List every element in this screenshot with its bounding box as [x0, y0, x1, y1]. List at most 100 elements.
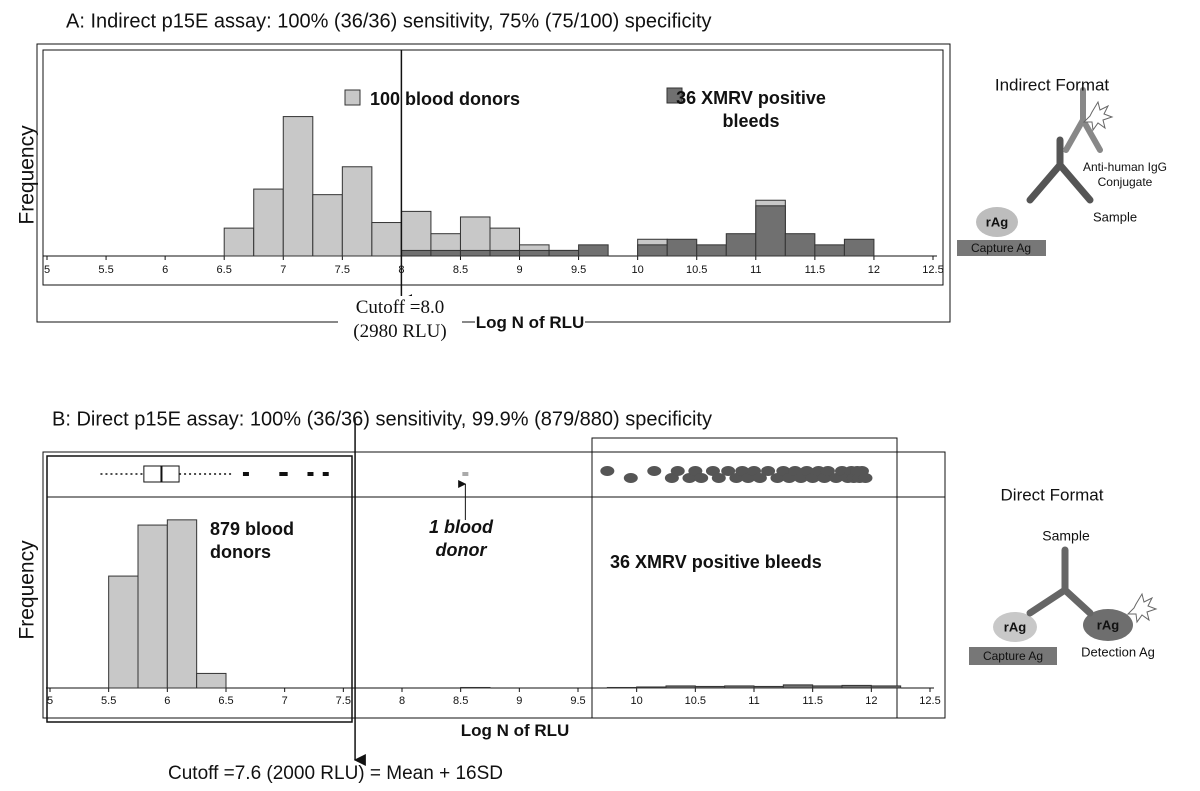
antibody: [1026, 136, 1094, 204]
rag: [993, 612, 1037, 642]
bar: [282, 116, 314, 257]
bar: [341, 166, 373, 257]
xmrv-point: [600, 466, 615, 476]
x-tick-label: 8: [399, 695, 405, 707]
annotation: Cutoff =7.6 (2000 RLU) = Mean + 16SD: [168, 763, 503, 784]
bar: [812, 685, 843, 689]
annotation: Cutoff =8.0 (2980 RLU): [338, 296, 462, 344]
schematic-label: rAg: [1004, 619, 1026, 634]
xmrv-point: [858, 473, 873, 483]
annotation: 1 blood donor: [429, 517, 493, 560]
bar: [459, 216, 491, 257]
x-tick-label: 6: [164, 695, 170, 707]
bar: [696, 244, 727, 257]
frame: [42, 49, 944, 286]
bar: [814, 244, 845, 257]
bar: [843, 238, 875, 257]
bar: [459, 249, 491, 257]
series-label: 36 XMRV positive bleeds: [610, 552, 822, 572]
x-tick-label: 7.5: [335, 264, 350, 276]
xmrv-point: [623, 473, 638, 483]
rag: [1083, 609, 1133, 641]
x-tick-label: 10: [632, 264, 644, 276]
xmrv-point: [820, 466, 835, 476]
outlier: [322, 472, 329, 476]
x-tick-label: 5: [44, 264, 50, 276]
schematic-label: rAg: [1097, 617, 1119, 632]
x-tick-label: 7.5: [336, 695, 351, 707]
outlier: [281, 472, 288, 476]
bar: [636, 686, 667, 689]
conjugate: [1063, 87, 1103, 153]
capture-plate: [969, 647, 1057, 665]
frame: [46, 455, 353, 723]
bar: [782, 684, 814, 689]
schematic-label: Capture Ag: [971, 241, 1031, 255]
xmrv-point: [647, 466, 662, 476]
xmrv-point: [670, 466, 685, 476]
bar: [666, 238, 698, 257]
bar: [637, 244, 668, 257]
xmrv-point: [721, 466, 736, 476]
label-star: [1082, 100, 1114, 132]
frame: [42, 451, 946, 719]
antibody: [1026, 546, 1094, 617]
y-axis-label: Frequency: [16, 125, 39, 225]
x-tick-label: 10: [631, 695, 643, 707]
xmrv-point: [752, 473, 767, 483]
frame: [591, 437, 898, 719]
x-tick-label: 7: [282, 695, 288, 707]
x-tick-label: 5: [47, 695, 53, 707]
bar: [253, 188, 284, 257]
schematic-label: Anti-human IgG Conjugate: [1082, 160, 1168, 189]
x-tick-label: 9: [516, 695, 522, 707]
schematic-title: Indirect Format: [995, 75, 1110, 94]
schematic-label: rAg: [986, 214, 1008, 229]
schematic-label: Sample: [1093, 209, 1137, 224]
xmrv-point: [711, 473, 726, 483]
x-tick-label: 8.5: [453, 695, 468, 707]
x-tick-label: 9.5: [571, 264, 586, 276]
schematic-label: Sample: [1042, 528, 1090, 544]
x-axis-label: Log N of RLU: [460, 720, 570, 742]
bar: [371, 222, 402, 257]
bar: [430, 249, 461, 257]
label-star: [1126, 592, 1158, 624]
series-label: 879 blood donors: [210, 519, 295, 562]
bar: [460, 686, 491, 689]
xmrv-point: [761, 466, 776, 476]
x-tick-label: 6: [162, 264, 168, 276]
schematic-label: Capture Ag: [983, 649, 1043, 663]
bar: [166, 519, 198, 689]
legend-swatch: [666, 87, 683, 104]
x-tick-label: 12: [865, 695, 877, 707]
bar: [870, 685, 902, 689]
bar: [223, 227, 255, 257]
bar: [489, 249, 521, 257]
bar: [578, 244, 609, 257]
schematic-label: Detection Ag: [1081, 644, 1155, 659]
x-tick-label: 5.5: [98, 264, 113, 276]
bar: [519, 249, 550, 257]
x-tick-label: 12.5: [919, 695, 940, 707]
schematic-direct: [969, 546, 1158, 665]
bar: [755, 205, 786, 257]
bar: [196, 672, 227, 689]
x-axis-label: Log N of RLU: [475, 312, 585, 334]
outlier: [242, 472, 249, 476]
x-tick-label: 11: [750, 264, 761, 276]
frame: [36, 43, 951, 323]
outlier: [307, 472, 314, 476]
x-tick-label: 9.5: [570, 695, 585, 707]
bar: [725, 233, 757, 257]
bar: [548, 249, 580, 257]
schematic-title: Direct Format: [1001, 485, 1104, 504]
legend-label: 100 blood donors: [370, 89, 521, 109]
outlier: [462, 472, 469, 476]
schematic-indirect: [957, 87, 1114, 256]
bar: [606, 686, 638, 689]
rag: [976, 207, 1018, 237]
legend-swatch: [344, 89, 361, 106]
